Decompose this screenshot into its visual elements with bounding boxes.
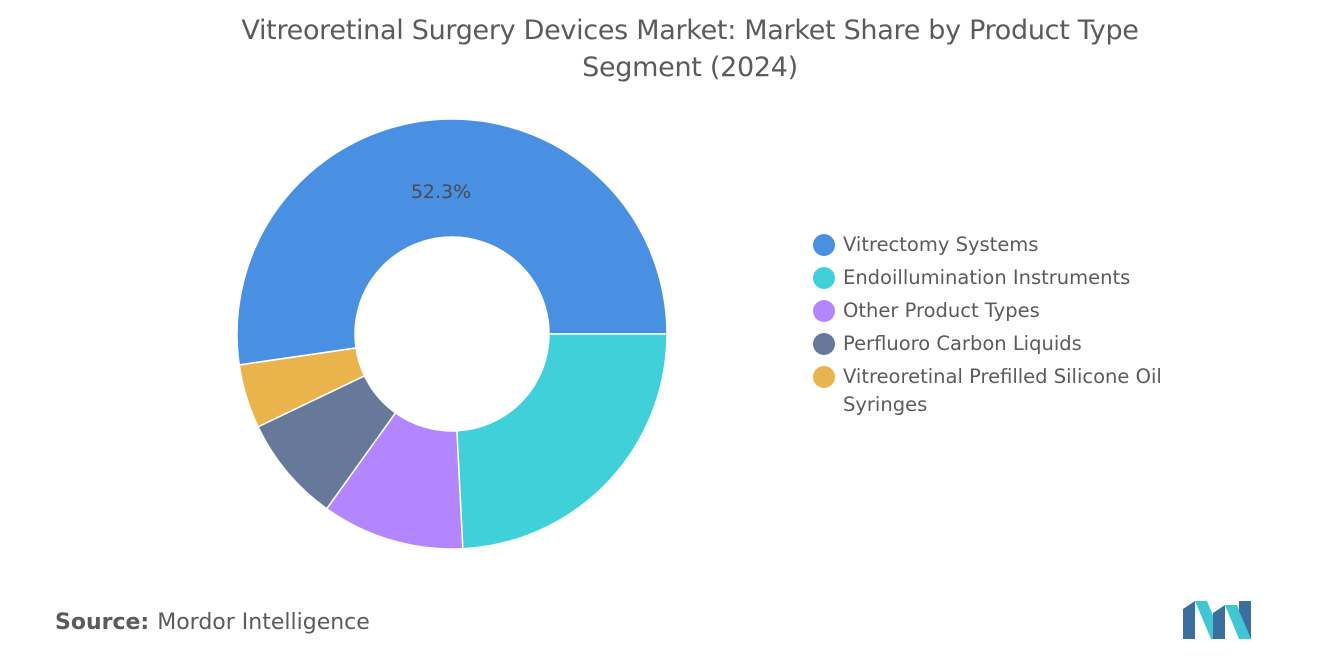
source-note: Source: Mordor Intelligence <box>55 610 370 635</box>
legend-item-vitrectomy-systems: Vitrectomy Systems <box>813 231 1173 259</box>
legend-label: Perfluoro Carbon Liquids <box>843 332 1082 355</box>
chart-title-line-1: Vitreoretinal Surgery Devices Market: Ma… <box>241 15 1139 46</box>
legend-item-endoillumination-instruments: Endoillumination Instruments <box>813 264 1173 292</box>
donut-slice-vitrectomy-systems <box>236 118 668 366</box>
legend-item-other-product-types: Other Product Types <box>813 297 1173 325</box>
legend-label: Endoillumination Instruments <box>843 266 1131 289</box>
legend-label: Vitreoretinal Prefilled Silicone Oil Syr… <box>843 365 1162 416</box>
legend-item-perfluoro-carbon-liquids: Perfluoro Carbon Liquids <box>813 330 1173 358</box>
legend-swatch <box>813 300 835 322</box>
legend-label: Other Product Types <box>843 299 1040 322</box>
mordor-intelligence-logo-icon <box>1183 601 1251 639</box>
data-label-vitrectomy-systems: 52.3% <box>411 181 471 203</box>
chart-title: Vitreoretinal Surgery Devices Market: Ma… <box>0 12 1320 86</box>
legend-swatch <box>813 333 835 355</box>
legend: Vitrectomy Systems Endoillumination Instr… <box>813 231 1173 424</box>
legend-swatch <box>813 234 835 256</box>
donut-slice-endoillumination-instruments <box>456 333 668 550</box>
legend-swatch <box>813 366 835 388</box>
donut-slice-vitreoretinal-prefilled-silicone-oil-syringes <box>238 347 366 428</box>
donut-chart: 52.3% <box>236 118 668 550</box>
source-label: Source: <box>55 610 150 635</box>
legend-item-vitreoretinal-prefilled-silicone-oil-syringes: Vitreoretinal Prefilled Silicone Oil Syr… <box>813 363 1173 419</box>
legend-swatch <box>813 267 835 289</box>
source-text: Mordor Intelligence <box>157 610 370 635</box>
chart-title-line-2: Segment (2024) <box>582 52 798 83</box>
legend-label: Vitrectomy Systems <box>843 233 1039 256</box>
